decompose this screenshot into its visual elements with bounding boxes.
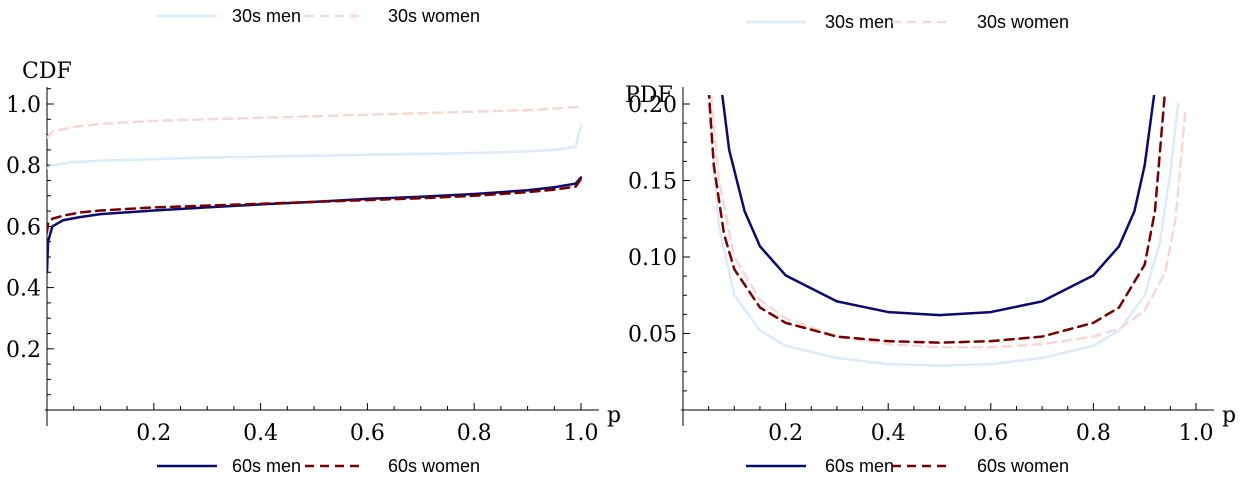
x-tick-label: 0.2 (768, 421, 803, 446)
y-tick-label: 0.05 (628, 323, 677, 348)
legend-label-top: 30s women (977, 12, 1069, 32)
series-line-60s-men (721, 95, 1156, 317)
legend-label-top: 30s women (388, 6, 480, 26)
series-line-60s-men (47, 176, 583, 274)
y-tick-label: 0.4 (6, 277, 41, 302)
x-tick-label: 0.6 (973, 421, 1008, 446)
y-axis-title: PDF (625, 83, 673, 108)
legend-label-top: 30s men (825, 12, 894, 32)
x-tick-label: 0.2 (136, 421, 171, 446)
series-line-30s-women (47, 103, 583, 139)
x-axis-title: p (1222, 403, 1236, 428)
series-line-30s-men (47, 124, 583, 170)
y-tick-label: 0.6 (6, 215, 41, 240)
x-tick-label: 0.8 (1076, 421, 1111, 446)
series-line-30s-men (707, 102, 1180, 367)
series-line-30s-women (709, 95, 1187, 349)
y-tick-label: 0.20 (628, 93, 677, 118)
x-tick-label: 0.4 (871, 421, 906, 446)
legend-label-top: 30s men (232, 6, 301, 26)
y-tick-label: 0.15 (628, 170, 677, 195)
legend-label-bottom: 60s women (977, 456, 1069, 476)
legend-label-bottom: 60s men (825, 456, 894, 476)
x-axis-title: p (607, 403, 621, 428)
x-tick-label: 0.6 (350, 421, 385, 446)
cdf-chart: 0.2 0.4 0.6 0.8 1.0 0.2 0.4 0.6 0.8 1.0 p CDF 30s me… (6, 6, 621, 476)
y-tick-label: 0.10 (628, 246, 677, 271)
legend-label-bottom: 60s women (388, 456, 480, 476)
pdf-chart: 0.2 0.4 0.6 0.8 1.0 0.05 0.10 0.15 0.20 p PDF 30s m… (625, 12, 1236, 476)
series-line-60s-women (707, 95, 1166, 344)
x-tick-label: 1.0 (564, 421, 599, 446)
series-line-60s-women (47, 177, 583, 234)
y-tick-label: 0.8 (6, 154, 41, 179)
y-tick-label: 0.2 (6, 338, 41, 363)
x-tick-label: 0.8 (457, 421, 492, 446)
y-tick-label: 1.0 (6, 93, 41, 118)
y-axis-title: CDF (22, 59, 72, 84)
legend-label-bottom: 60s men (232, 456, 301, 476)
x-tick-label: 1.0 (1179, 421, 1214, 446)
x-tick-label: 0.4 (243, 421, 278, 446)
